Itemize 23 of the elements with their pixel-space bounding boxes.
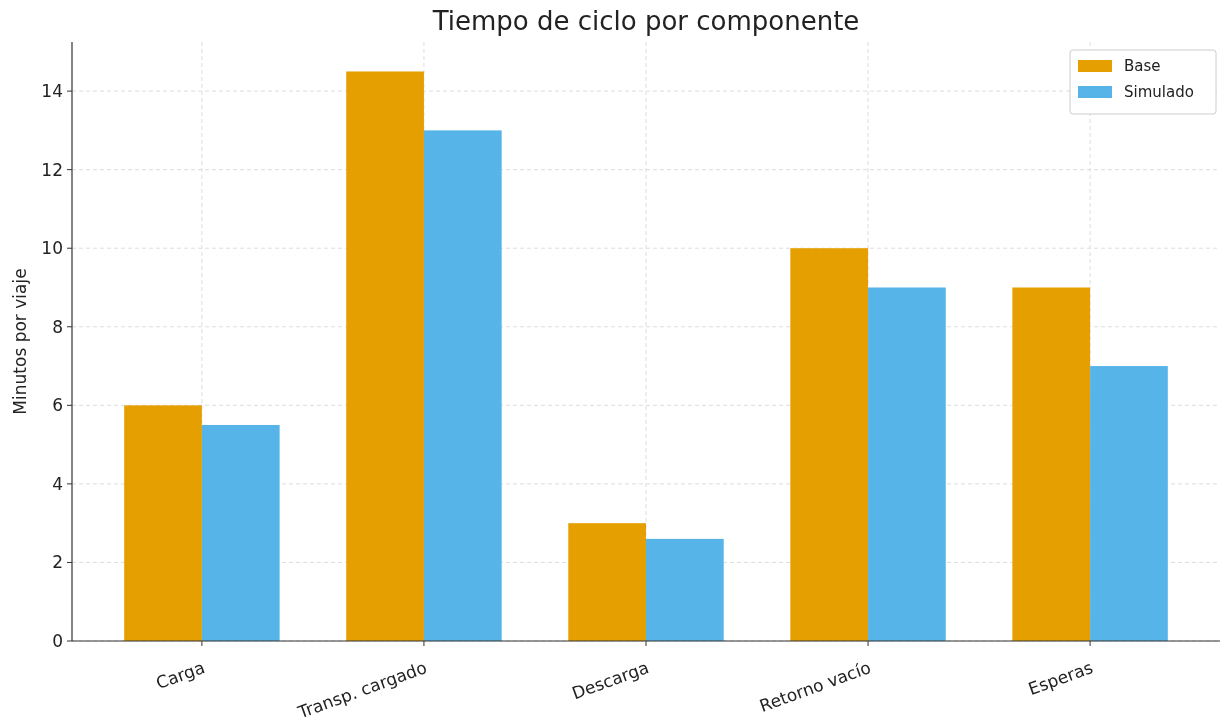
y-tick-label: 12 (41, 159, 63, 180)
bar (1090, 366, 1168, 641)
y-tick-label: 0 (52, 630, 63, 651)
y-tick-label: 4 (52, 473, 63, 494)
y-tick-label: 8 (52, 316, 63, 337)
y-tick-label: 2 (52, 552, 63, 573)
y-tick-label: 6 (52, 395, 63, 416)
bar (646, 538, 724, 641)
legend-label: Base (1124, 57, 1161, 76)
legend-label: Simulado (1124, 83, 1194, 102)
y-tick-label: 14 (41, 81, 63, 102)
y-axis-title: Minutos por viaje (10, 268, 30, 415)
bar (423, 130, 502, 641)
chart-title: Tiempo de ciclo por componente (431, 6, 860, 36)
bar (201, 424, 280, 641)
bar (1012, 287, 1091, 641)
bar (346, 71, 424, 641)
bar (790, 248, 869, 641)
bar (124, 405, 202, 641)
bar (568, 523, 646, 641)
bar (868, 287, 946, 641)
y-tick-label: 10 (41, 238, 63, 259)
x-tick-label: Carga (153, 657, 208, 694)
